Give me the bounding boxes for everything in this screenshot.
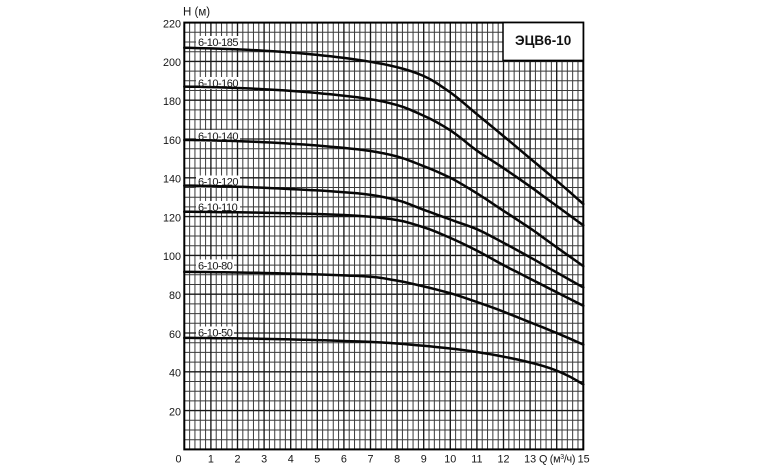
svg-text:6: 6 (341, 453, 347, 465)
svg-text:1: 1 (208, 453, 214, 465)
svg-text:10: 10 (444, 453, 456, 465)
svg-text:ЭЦВ6-10: ЭЦВ6-10 (515, 33, 571, 48)
svg-text:15: 15 (578, 453, 590, 465)
svg-text:6-10-140: 6-10-140 (198, 131, 238, 143)
svg-text:6-10-185: 6-10-185 (198, 37, 238, 49)
svg-text:20: 20 (169, 406, 181, 418)
svg-text:7: 7 (367, 453, 373, 465)
svg-text:Н (м): Н (м) (183, 7, 210, 19)
svg-text:Q (м3/ч): Q (м3/ч) (539, 453, 575, 465)
svg-text:100: 100 (163, 251, 181, 263)
svg-text:6-10-110: 6-10-110 (198, 202, 238, 214)
svg-text:160: 160 (163, 135, 181, 147)
svg-text:80: 80 (169, 290, 181, 302)
svg-text:40: 40 (169, 368, 181, 380)
svg-text:6-10-160: 6-10-160 (198, 78, 238, 90)
svg-text:4: 4 (288, 453, 294, 465)
svg-text:60: 60 (169, 329, 181, 341)
svg-text:180: 180 (163, 96, 181, 108)
svg-text:0: 0 (175, 453, 181, 465)
svg-text:12: 12 (497, 453, 509, 465)
svg-text:120: 120 (163, 212, 181, 224)
svg-text:6-10-120: 6-10-120 (198, 176, 238, 188)
svg-text:13: 13 (524, 453, 536, 465)
svg-text:11: 11 (471, 453, 482, 465)
svg-text:6-10-80: 6-10-80 (198, 260, 233, 272)
svg-text:2: 2 (234, 453, 240, 465)
svg-text:6-10-50: 6-10-50 (198, 327, 233, 339)
svg-text:200: 200 (163, 57, 181, 69)
svg-text:220: 220 (163, 18, 181, 30)
svg-text:5: 5 (314, 453, 320, 465)
svg-text:9: 9 (421, 453, 427, 465)
svg-text:140: 140 (163, 174, 181, 186)
svg-text:8: 8 (394, 453, 400, 465)
svg-text:3: 3 (261, 453, 267, 465)
